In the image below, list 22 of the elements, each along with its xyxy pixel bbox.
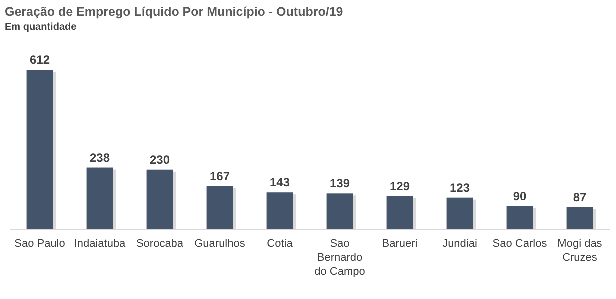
- x-tick-label: Jundiai: [442, 238, 478, 250]
- data-label: 230: [150, 152, 170, 167]
- data-label: 139: [330, 176, 350, 191]
- data-label: 123: [450, 180, 470, 195]
- x-tick-label: Sao Bernardo do Campo: [314, 238, 366, 278]
- x-tick-label: Mogi das Cruzes: [558, 238, 603, 264]
- data-label: 167: [210, 169, 230, 184]
- chart-title: Geração de Emprego Líquido Por Município - Outubro/19: [5, 5, 344, 19]
- data-label: 87: [573, 190, 587, 204]
- x-tick-label: Indaiatuba: [74, 238, 127, 250]
- x-tick-label: Sorocaba: [136, 238, 184, 250]
- chart-subtitle: Em quantidade: [5, 22, 78, 33]
- x-tick-label: Barueri: [382, 238, 418, 250]
- x-tick-label: Sao Paulo: [14, 238, 66, 250]
- x-tick-label: Cotia: [267, 238, 294, 250]
- x-tick-label: Sao Carlos: [492, 238, 548, 250]
- data-label: 90: [513, 189, 527, 204]
- x-tick-label: Guarulhos: [194, 238, 246, 250]
- data-label: 129: [390, 179, 410, 194]
- data-label: 238: [90, 150, 110, 165]
- data-label: 612: [30, 53, 50, 67]
- data-label: 143: [270, 176, 290, 190]
